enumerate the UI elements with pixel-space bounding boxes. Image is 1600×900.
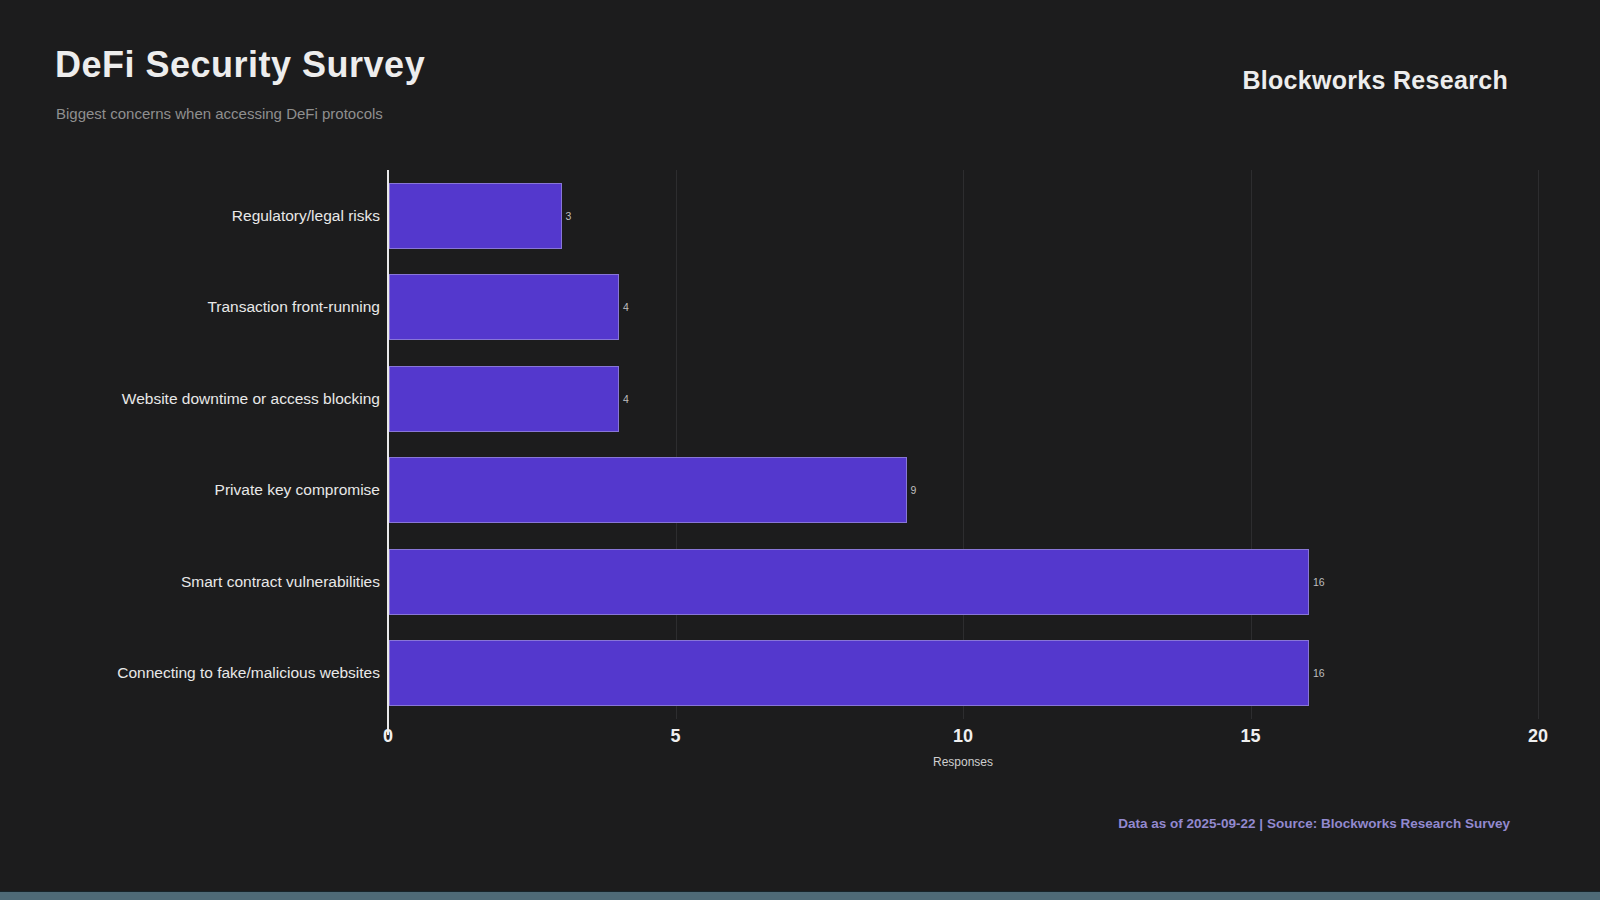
- bar-rows: Regulatory/legal risks 3 Transaction front…: [0, 170, 1600, 719]
- bar-value-label: 9: [911, 484, 917, 496]
- x-tick-label: 15: [1240, 726, 1260, 747]
- x-axis-label: Responses: [388, 755, 1538, 769]
- bar-value-label: 4: [623, 301, 629, 313]
- bar: [389, 457, 907, 523]
- category-label: Website downtime or access blocking: [0, 390, 389, 408]
- bar-track: 4: [389, 274, 1539, 340]
- bottom-edge-bar: [0, 891, 1600, 900]
- bar-value-label: 16: [1313, 576, 1325, 588]
- x-axis-ticks: 05101520: [388, 726, 1538, 750]
- brand-text: Blockworks Research: [1242, 66, 1508, 95]
- bar-track: 16: [389, 549, 1539, 615]
- page-background: DeFi Security Survey Biggest concerns wh…: [0, 0, 1600, 900]
- x-tick-label: 5: [670, 726, 680, 747]
- bar-track: 3: [389, 183, 1539, 249]
- bar-track: 16: [389, 640, 1539, 706]
- chart-subtitle: Biggest concerns when accessing DeFi pro…: [56, 105, 383, 122]
- chart-title: DeFi Security Survey: [55, 44, 425, 86]
- bar: [389, 274, 619, 340]
- bar-row: Regulatory/legal risks 3: [0, 170, 1600, 262]
- bar-value-label: 4: [623, 393, 629, 405]
- bar: [389, 640, 1309, 706]
- x-tick-label: 0: [383, 726, 393, 747]
- category-label: Smart contract vulnerabilities: [0, 573, 389, 591]
- bar-track: 9: [389, 457, 1539, 523]
- bar-value-label: 3: [566, 210, 572, 222]
- bar-track: 4: [389, 366, 1539, 432]
- bar-value-label: 16: [1313, 667, 1325, 679]
- category-label: Regulatory/legal risks: [0, 207, 389, 225]
- bar: [389, 549, 1309, 615]
- bar-row: Private key compromise 9: [0, 445, 1600, 537]
- footer-note: Data as of 2025-09-22 | Source: Blockwor…: [1118, 816, 1510, 831]
- x-tick-label: 10: [953, 726, 973, 747]
- bar: [389, 366, 619, 432]
- category-label: Private key compromise: [0, 481, 389, 499]
- bar-row: Website downtime or access blocking 4: [0, 353, 1600, 445]
- bar-row: Connecting to fake/malicious websites 16: [0, 628, 1600, 720]
- x-tick-label: 20: [1528, 726, 1548, 747]
- bar-row: Transaction front-running 4: [0, 262, 1600, 354]
- bar: [389, 183, 562, 249]
- category-label: Connecting to fake/malicious websites: [0, 664, 389, 682]
- category-label: Transaction front-running: [0, 298, 389, 316]
- bar-row: Smart contract vulnerabilities 16: [0, 536, 1600, 628]
